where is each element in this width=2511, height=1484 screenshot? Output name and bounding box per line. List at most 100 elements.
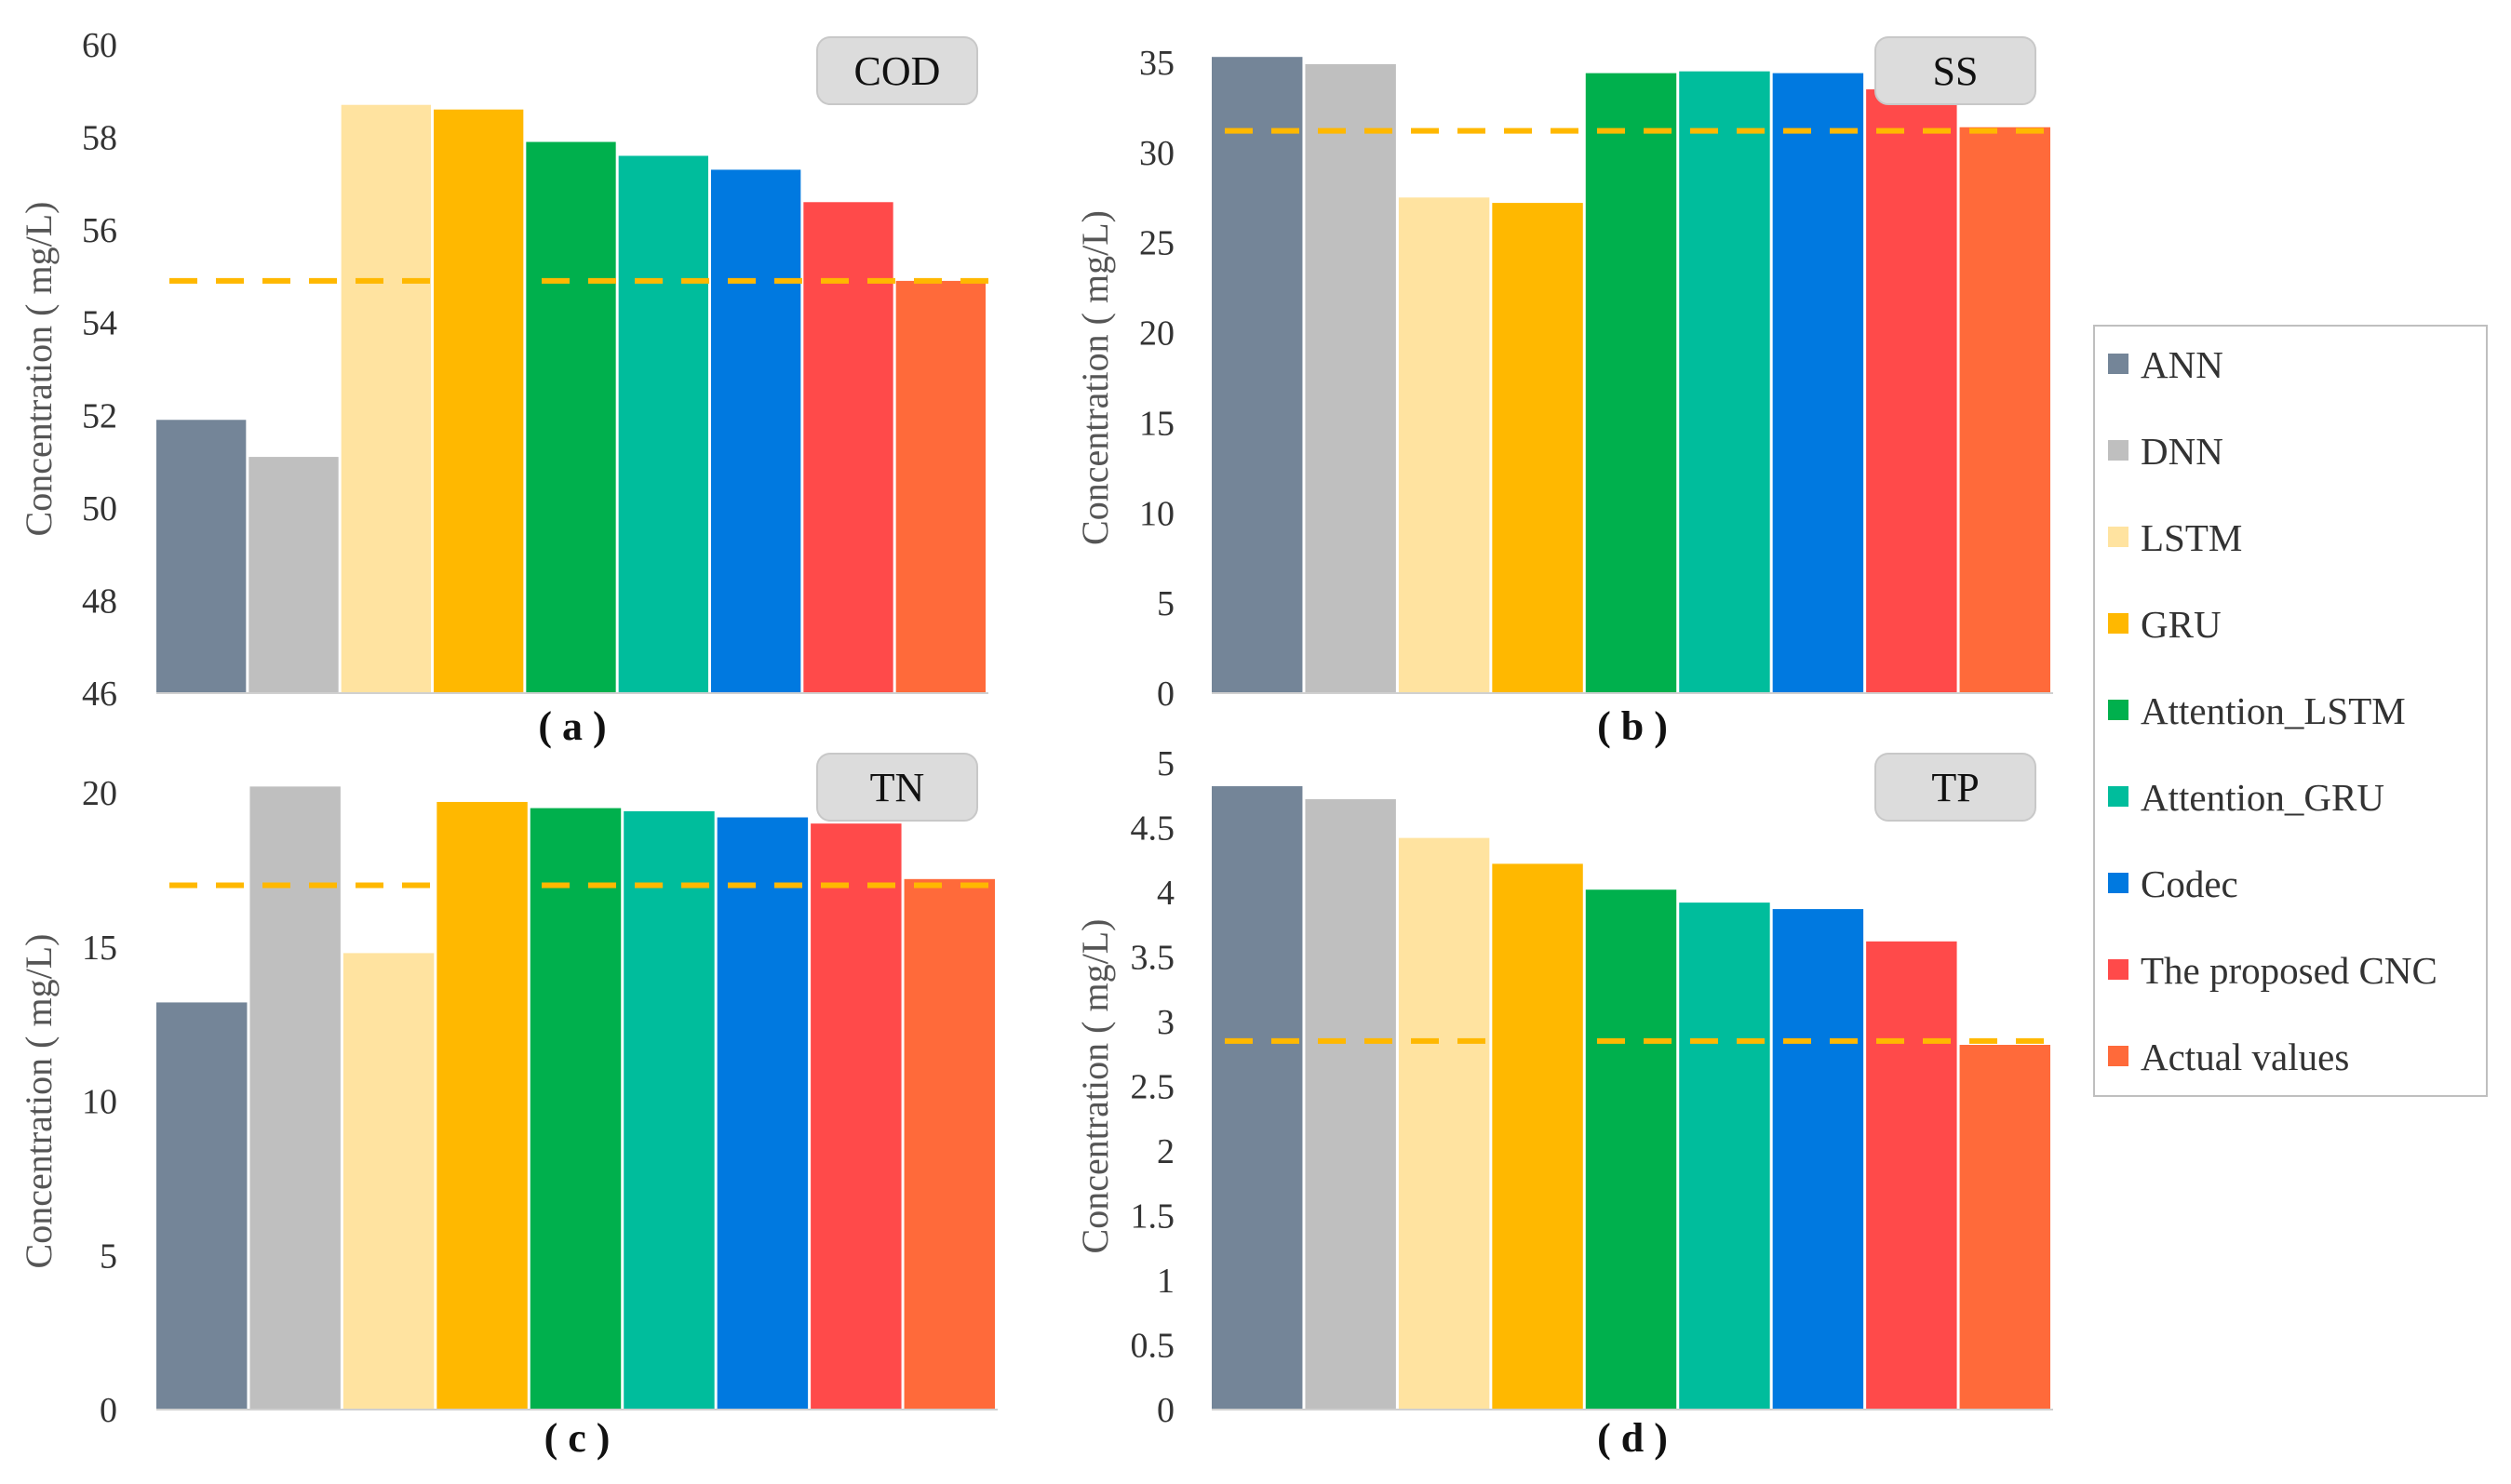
- y-tick-label: 0: [1157, 675, 1175, 714]
- legend-label-the-proposed-cnc: The proposed CNC: [2141, 949, 2437, 992]
- bar-ann: [1212, 57, 1303, 693]
- bar-attention-gru: [1679, 902, 1770, 1410]
- bar-the-proposed-cnc: [1866, 941, 1957, 1410]
- bar-codec: [1772, 909, 1864, 1410]
- legend-swatch-gru: [2108, 613, 2128, 634]
- y-tick-label: 3: [1157, 1003, 1175, 1042]
- legend-swatch-lstm: [2108, 527, 2128, 547]
- bar-gru: [436, 801, 528, 1410]
- legend-swatch-ann: [2108, 354, 2128, 374]
- y-tick-label: 25: [1139, 224, 1175, 263]
- bar-the-proposed-cnc: [811, 823, 902, 1410]
- chart-panel-cod: 46 48 50 52 54 56 58 60 Concentration ( mg/L) COD…: [18, 26, 988, 749]
- legend-swatch-the-proposed-cnc: [2108, 959, 2128, 980]
- y-tick-label: 1: [1157, 1262, 1175, 1301]
- y-tick-label: 15: [82, 929, 117, 968]
- chart-panel-ss: 0 5 10 15 20 25 30 35 Concentration ( mg/L) SS ( b…: [1074, 36, 2053, 749]
- legend-swatch-codec: [2108, 873, 2128, 893]
- legend-swatch-dnn: [2108, 440, 2128, 461]
- chart-title: COD: [854, 48, 941, 94]
- bar-codec: [711, 169, 801, 693]
- legend-label-ann: ANN: [2141, 343, 2223, 386]
- bar-actual-values: [1959, 1045, 2050, 1410]
- bar-attention-lstm: [530, 808, 622, 1410]
- bar-codec: [1772, 73, 1864, 693]
- bar-lstm: [1398, 837, 1490, 1410]
- chart-panel-tn: 0 5 10 15 20 Concentration ( mg/L) TN ( c ): [18, 753, 998, 1461]
- bar-actual-values: [1959, 127, 2050, 694]
- bar-attention-gru: [618, 155, 708, 693]
- y-axis-label: Concentration ( mg/L): [18, 934, 60, 1269]
- bar-dnn: [1305, 63, 1396, 694]
- bar-actual-values: [895, 280, 986, 693]
- bar-attention-gru: [624, 810, 715, 1410]
- y-tick-label: 5: [1157, 584, 1175, 623]
- y-tick-label: 58: [82, 119, 117, 158]
- y-tick-label: 48: [82, 582, 117, 621]
- y-tick-label: 20: [1139, 314, 1175, 354]
- panel-label: ( c ): [544, 1415, 611, 1461]
- title-badge: [816, 753, 978, 822]
- panel-label: ( d ): [1597, 1415, 1668, 1461]
- y-tick-label: 0: [1157, 1391, 1175, 1430]
- title-badge: [1874, 753, 2036, 822]
- bar-attention-gru: [1679, 71, 1770, 693]
- y-tick-label: 20: [82, 774, 117, 813]
- y-tick-label: 52: [82, 396, 117, 435]
- chart-title: TP: [1931, 765, 1979, 810]
- legend-label-attention-gru: Attention_GRU: [2141, 776, 2384, 819]
- title-badge: [816, 36, 978, 105]
- y-tick-label: 5: [1157, 744, 1175, 783]
- y-tick-label: 46: [82, 675, 117, 714]
- y-tick-label: 1.5: [1131, 1197, 1175, 1237]
- y-tick-label: 10: [82, 1083, 117, 1122]
- bar-attention-lstm: [526, 141, 616, 694]
- bar-ann: [156, 1002, 248, 1410]
- chart-title: SS: [1933, 48, 1979, 94]
- bar-the-proposed-cnc: [1866, 89, 1957, 694]
- bar-dnn: [249, 786, 341, 1410]
- bar-the-proposed-cnc: [803, 202, 893, 693]
- y-tick-label: 2: [1157, 1132, 1175, 1171]
- bar-gru: [1492, 203, 1583, 693]
- y-axis-label: Concentration ( mg/L): [1074, 210, 1116, 545]
- legend-swatch-attention-lstm: [2108, 700, 2128, 720]
- bar-attention-lstm: [1585, 73, 1677, 693]
- y-tick-label: 5: [100, 1237, 117, 1276]
- y-tick-label: 2.5: [1131, 1068, 1175, 1107]
- y-tick-label: 10: [1139, 494, 1175, 533]
- legend-box: [2093, 325, 2488, 1097]
- title-badge: [1874, 36, 2036, 105]
- y-tick-label: 4.5: [1131, 809, 1175, 849]
- legend-label-attention-lstm: Attention_LSTM: [2141, 689, 2406, 732]
- legend-label-codec: Codec: [2141, 862, 2238, 905]
- bar-dnn: [1305, 798, 1396, 1410]
- chart-title: TN: [870, 765, 925, 810]
- bar-dnn: [248, 457, 339, 693]
- legend-label-actual-values: Actual values: [2141, 1036, 2349, 1078]
- y-tick-label: 3.5: [1131, 939, 1175, 978]
- bar-gru: [434, 109, 524, 693]
- bar-gru: [1492, 863, 1583, 1410]
- legend-label-dnn: DNN: [2141, 430, 2223, 473]
- legend: ANN DNN LSTM GRU Attention_LSTM Attention_GRU…: [2093, 325, 2488, 1097]
- y-tick-label: 56: [82, 211, 117, 250]
- legend-label-gru: GRU: [2141, 603, 2222, 646]
- panel-label: ( b ): [1597, 703, 1668, 749]
- y-axis-label: Concentration ( mg/L): [18, 202, 60, 537]
- y-tick-label: 0.5: [1131, 1327, 1175, 1366]
- legend-swatch-actual-values: [2108, 1046, 2128, 1066]
- panel-label: ( a ): [538, 703, 606, 749]
- y-axis-label: Concentration ( mg/L): [1074, 919, 1116, 1254]
- y-tick-label: 0: [100, 1391, 117, 1430]
- bar-ann: [1212, 786, 1303, 1410]
- y-tick-label: 4: [1157, 874, 1175, 913]
- legend-swatch-attention-gru: [2108, 786, 2128, 807]
- chart-panel-tp: 0 0.5 1 1.5 2 2.5 3 3.5 4 4.5 5 Concentration ( mg/…: [1074, 744, 2053, 1461]
- bar-actual-values: [904, 878, 995, 1410]
- y-tick-label: 60: [82, 26, 117, 65]
- y-tick-label: 35: [1139, 44, 1175, 83]
- bar-lstm: [341, 104, 431, 693]
- bar-lstm: [1398, 197, 1490, 694]
